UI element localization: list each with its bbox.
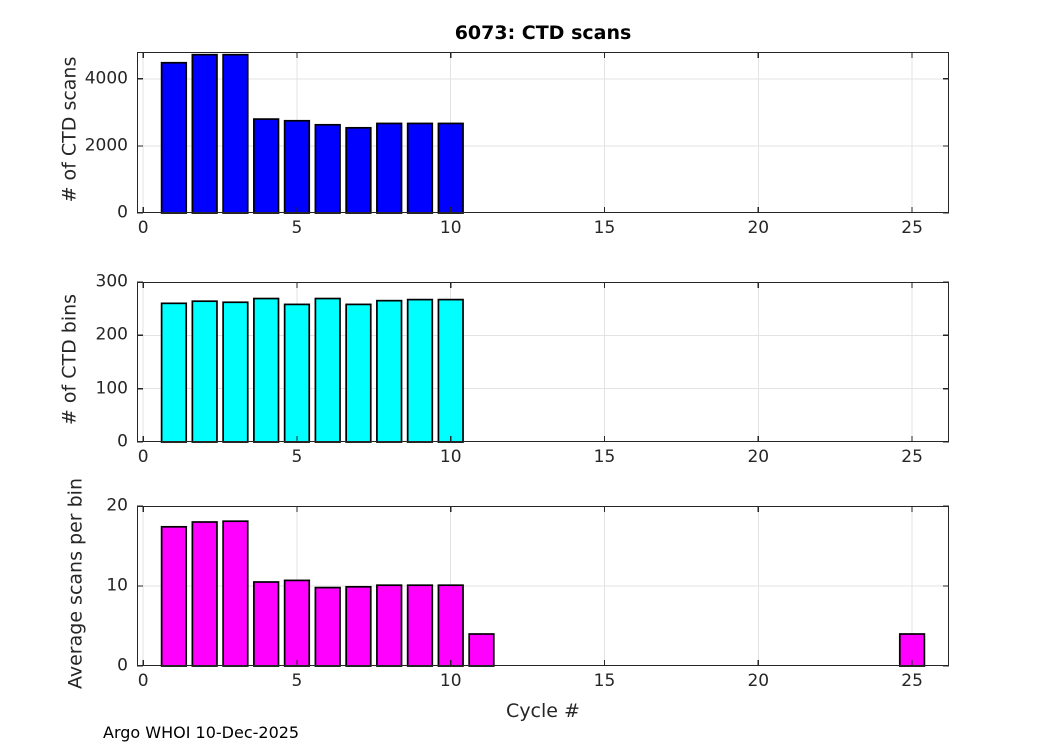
ctd-scans-bar <box>222 53 249 214</box>
ctd-bins-plot <box>136 281 950 443</box>
x-tick-label: 0 <box>137 218 149 238</box>
ctd-bins-bar <box>222 301 249 443</box>
y-tick-label: 0 <box>117 431 128 452</box>
footer-annotation: Argo WHOI 10-Dec-2025 <box>103 723 300 742</box>
avg-scans-per-bin-bar <box>468 633 495 667</box>
x-tick-label: 0 <box>137 671 149 691</box>
xlabel-cycle: Cycle # <box>506 700 580 722</box>
avg-scans-per-bin-bar <box>314 586 341 667</box>
ctd-bins-bar <box>406 298 434 443</box>
ctd-bins-bar <box>345 303 372 443</box>
x-tick-label: 15 <box>593 447 616 467</box>
ylabel-avg-scans-per-bin: Average scans per bin <box>64 478 87 690</box>
avg-scans-per-bin-bar <box>253 581 280 667</box>
ctd-scans-bar <box>376 122 403 214</box>
y-tick-label: 0 <box>117 202 128 223</box>
ctd-bins-bar <box>160 302 188 443</box>
x-tick-label: 0 <box>137 447 149 467</box>
avg-scans-per-bin-bar <box>406 584 434 667</box>
avg-scans-per-bin-bar <box>345 585 372 667</box>
ctd-scans-bar <box>191 53 218 214</box>
ctd-scans-bar <box>406 122 434 214</box>
ctd-bins-bar <box>376 299 403 443</box>
ctd-scans-bar <box>314 123 341 214</box>
x-tick-label: 5 <box>291 447 303 467</box>
ctd-scans-bar <box>345 126 372 214</box>
chart-title: 6073: CTD scans <box>454 22 632 44</box>
x-tick-label: 10 <box>439 218 462 238</box>
x-tick-label: 25 <box>901 218 923 238</box>
avg-scans-per-bin-bar <box>437 584 464 667</box>
x-tick-label: 15 <box>593 218 616 238</box>
x-tick-label: 25 <box>901 447 923 467</box>
ctd-bins-bar <box>253 297 280 443</box>
avg-scans-per-bin-bar <box>376 584 403 667</box>
y-tick-label: 300 <box>95 271 128 292</box>
axes-box <box>136 281 950 443</box>
x-tick-label: 15 <box>593 671 616 691</box>
x-tick-label: 25 <box>901 671 923 691</box>
x-tick-label: 10 <box>439 671 462 691</box>
avg-scans-per-bin-bar <box>191 521 218 667</box>
ctd-bins-bar <box>314 297 341 443</box>
x-tick-label: 5 <box>291 671 303 691</box>
avg-scans-per-bin-bar <box>283 579 311 667</box>
ctd-scans-bar <box>437 122 464 214</box>
axes-box <box>136 51 950 214</box>
y-tick-label: 20 <box>106 495 128 516</box>
avg-scans-per-bin-bar <box>160 525 188 667</box>
ctd-scans-bar <box>160 61 188 214</box>
y-tick-label: 100 <box>95 378 128 399</box>
ctd-scans-bar <box>253 118 280 214</box>
y-tick-label: 4000 <box>84 68 128 89</box>
x-tick-label: 5 <box>291 218 303 238</box>
avg-scans-per-bin-panel: 0 10 20 0 5 10 15 20 25 <box>106 497 950 690</box>
x-tick-label: 20 <box>747 447 770 467</box>
ctd-scans-panel: 0 2000 4000 0 5 10 15 20 25 <box>85 51 950 237</box>
x-tick-label: 20 <box>747 218 770 238</box>
ctd-bins-bar <box>283 303 311 443</box>
ctd-scans-bar <box>283 119 311 214</box>
y-tick-label: 10 <box>106 575 128 596</box>
avg-scans-per-bin-plot <box>136 505 950 667</box>
y-tick-label: 0 <box>117 655 128 676</box>
ctd-bins-bar <box>191 300 218 443</box>
ctd-bins-panel: 0 100 200 300 0 5 10 15 20 25 <box>96 273 950 466</box>
y-tick-label: 2000 <box>84 135 128 156</box>
x-tick-label: 10 <box>439 447 462 467</box>
ctd-scans-plot <box>136 51 950 214</box>
ctd-bins-bar <box>437 298 464 443</box>
avg-scans-per-bin-bar <box>222 520 249 667</box>
y-tick-label: 200 <box>95 324 128 345</box>
x-tick-label: 20 <box>747 671 770 691</box>
